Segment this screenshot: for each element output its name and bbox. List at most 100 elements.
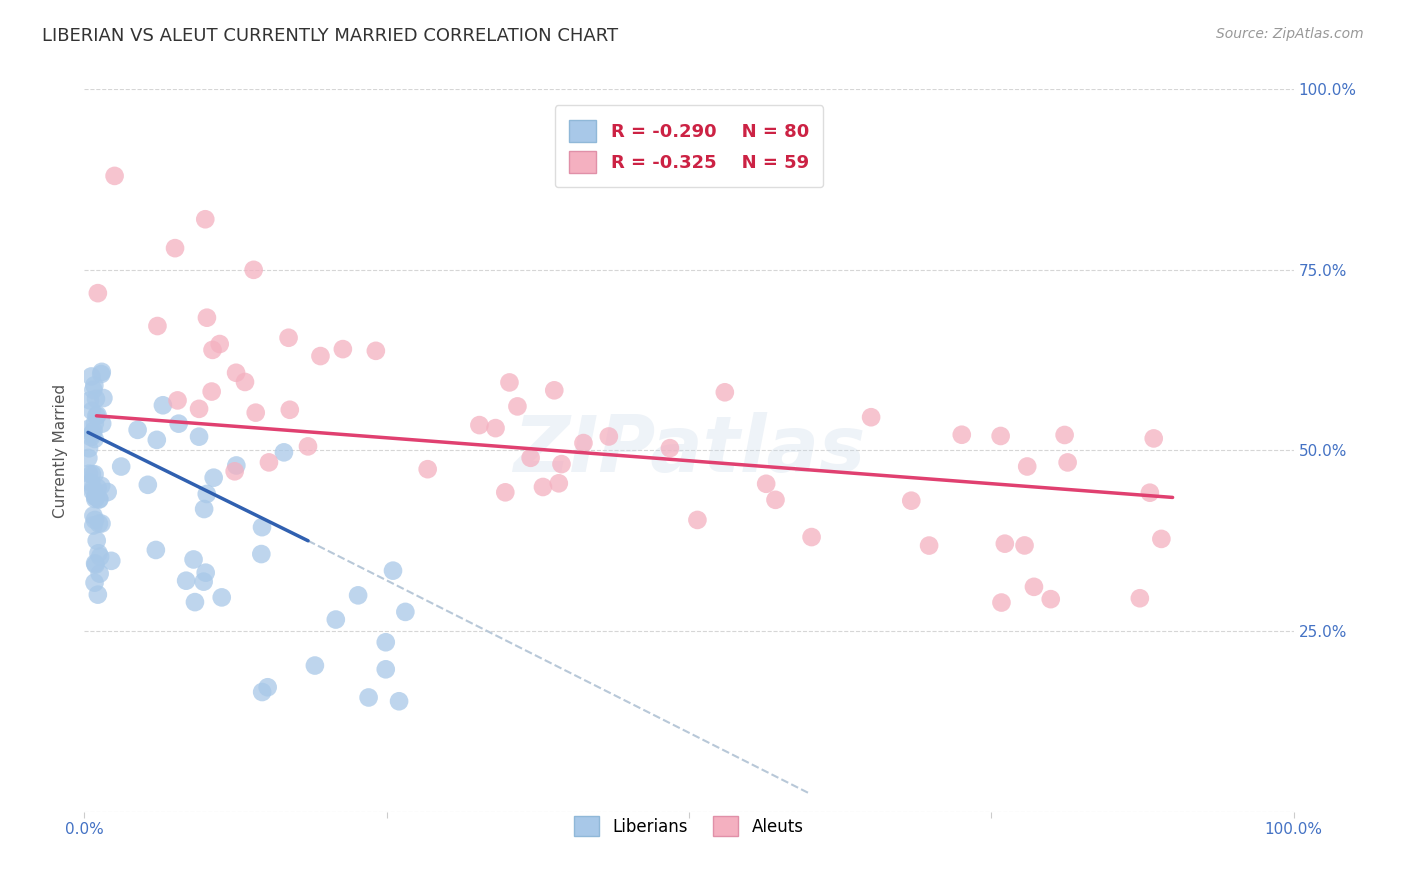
Point [84, 491, 107, 505]
Legend: Liberians, Aleuts: Liberians, Aleuts [568, 809, 810, 843]
Point [374, 635, 396, 649]
Point [304, 658, 326, 673]
Point [1014, 538, 1036, 552]
Point [1139, 485, 1161, 500]
Point [250, 685, 273, 699]
Point [167, 417, 190, 431]
Point [686, 513, 709, 527]
Point [550, 457, 572, 471]
Point [233, 375, 256, 389]
Point [166, 393, 188, 408]
Point [146, 433, 169, 447]
Point [1150, 532, 1173, 546]
Point [84, 489, 107, 503]
Point [547, 476, 569, 491]
Point [84, 557, 107, 571]
Point [201, 384, 224, 399]
Point [89, 491, 111, 506]
Point [83, 417, 105, 431]
Point [83, 467, 105, 482]
Point [89, 549, 111, 564]
Point [84, 392, 107, 406]
Point [93, 391, 115, 405]
Point [87, 516, 110, 531]
Point [82, 482, 104, 496]
Point [77, 442, 100, 456]
Point [194, 212, 217, 227]
Point [1143, 432, 1166, 446]
Point [80, 467, 103, 481]
Point [84, 491, 107, 506]
Point [382, 564, 405, 578]
Point [506, 400, 529, 414]
Point [90, 479, 112, 493]
Point [80, 369, 103, 384]
Point [484, 421, 506, 435]
Point [278, 402, 301, 417]
Point [714, 385, 737, 400]
Point [468, 418, 491, 433]
Point [87, 546, 110, 560]
Point [79, 393, 101, 408]
Point [127, 423, 149, 437]
Point [498, 376, 520, 390]
Point [188, 401, 211, 416]
Point [80, 404, 103, 418]
Point [82, 508, 104, 523]
Point [394, 605, 416, 619]
Point [188, 430, 211, 444]
Point [257, 455, 280, 469]
Point [77, 422, 100, 436]
Point [82, 427, 104, 442]
Point [195, 310, 218, 325]
Point [90, 367, 112, 381]
Point [80, 430, 103, 444]
Point [84, 409, 107, 423]
Point [543, 384, 565, 398]
Point [357, 690, 380, 705]
Point [90, 365, 112, 379]
Point [1129, 591, 1152, 606]
Point [184, 595, 207, 609]
Point [250, 547, 273, 561]
Point [104, 169, 127, 183]
Point [1056, 455, 1078, 469]
Point [84, 558, 107, 572]
Point [242, 262, 264, 277]
Point [256, 680, 278, 694]
Point [658, 441, 681, 455]
Text: Source: ZipAtlas.com: Source: ZipAtlas.com [1216, 27, 1364, 41]
Text: LIBERIAN VS ALEUT CURRENTLY MARRIED CORRELATION CHART: LIBERIAN VS ALEUT CURRENTLY MARRIED CORR… [42, 27, 619, 45]
Point [183, 552, 205, 566]
Point [224, 464, 246, 478]
Point [202, 471, 225, 485]
Point [174, 574, 197, 588]
Point [165, 241, 187, 255]
Text: ZIPatlas: ZIPatlas [513, 412, 865, 489]
Point [89, 492, 111, 507]
Point [89, 566, 111, 581]
Point [950, 427, 973, 442]
Point [364, 343, 387, 358]
Point [900, 493, 922, 508]
Point [374, 662, 396, 676]
Point [347, 588, 370, 602]
Point [110, 459, 132, 474]
Point [152, 398, 174, 412]
Point [1022, 580, 1045, 594]
Point [309, 349, 332, 363]
Point [494, 485, 516, 500]
Point [86, 481, 108, 495]
Point [211, 591, 233, 605]
Point [87, 588, 110, 602]
Point [598, 429, 620, 443]
Point [245, 406, 267, 420]
Point [250, 520, 273, 534]
Point [193, 502, 215, 516]
Point [83, 424, 105, 438]
Point [1039, 592, 1062, 607]
Point [918, 539, 941, 553]
Point [519, 450, 541, 465]
Point [297, 439, 319, 453]
Point [83, 378, 105, 392]
